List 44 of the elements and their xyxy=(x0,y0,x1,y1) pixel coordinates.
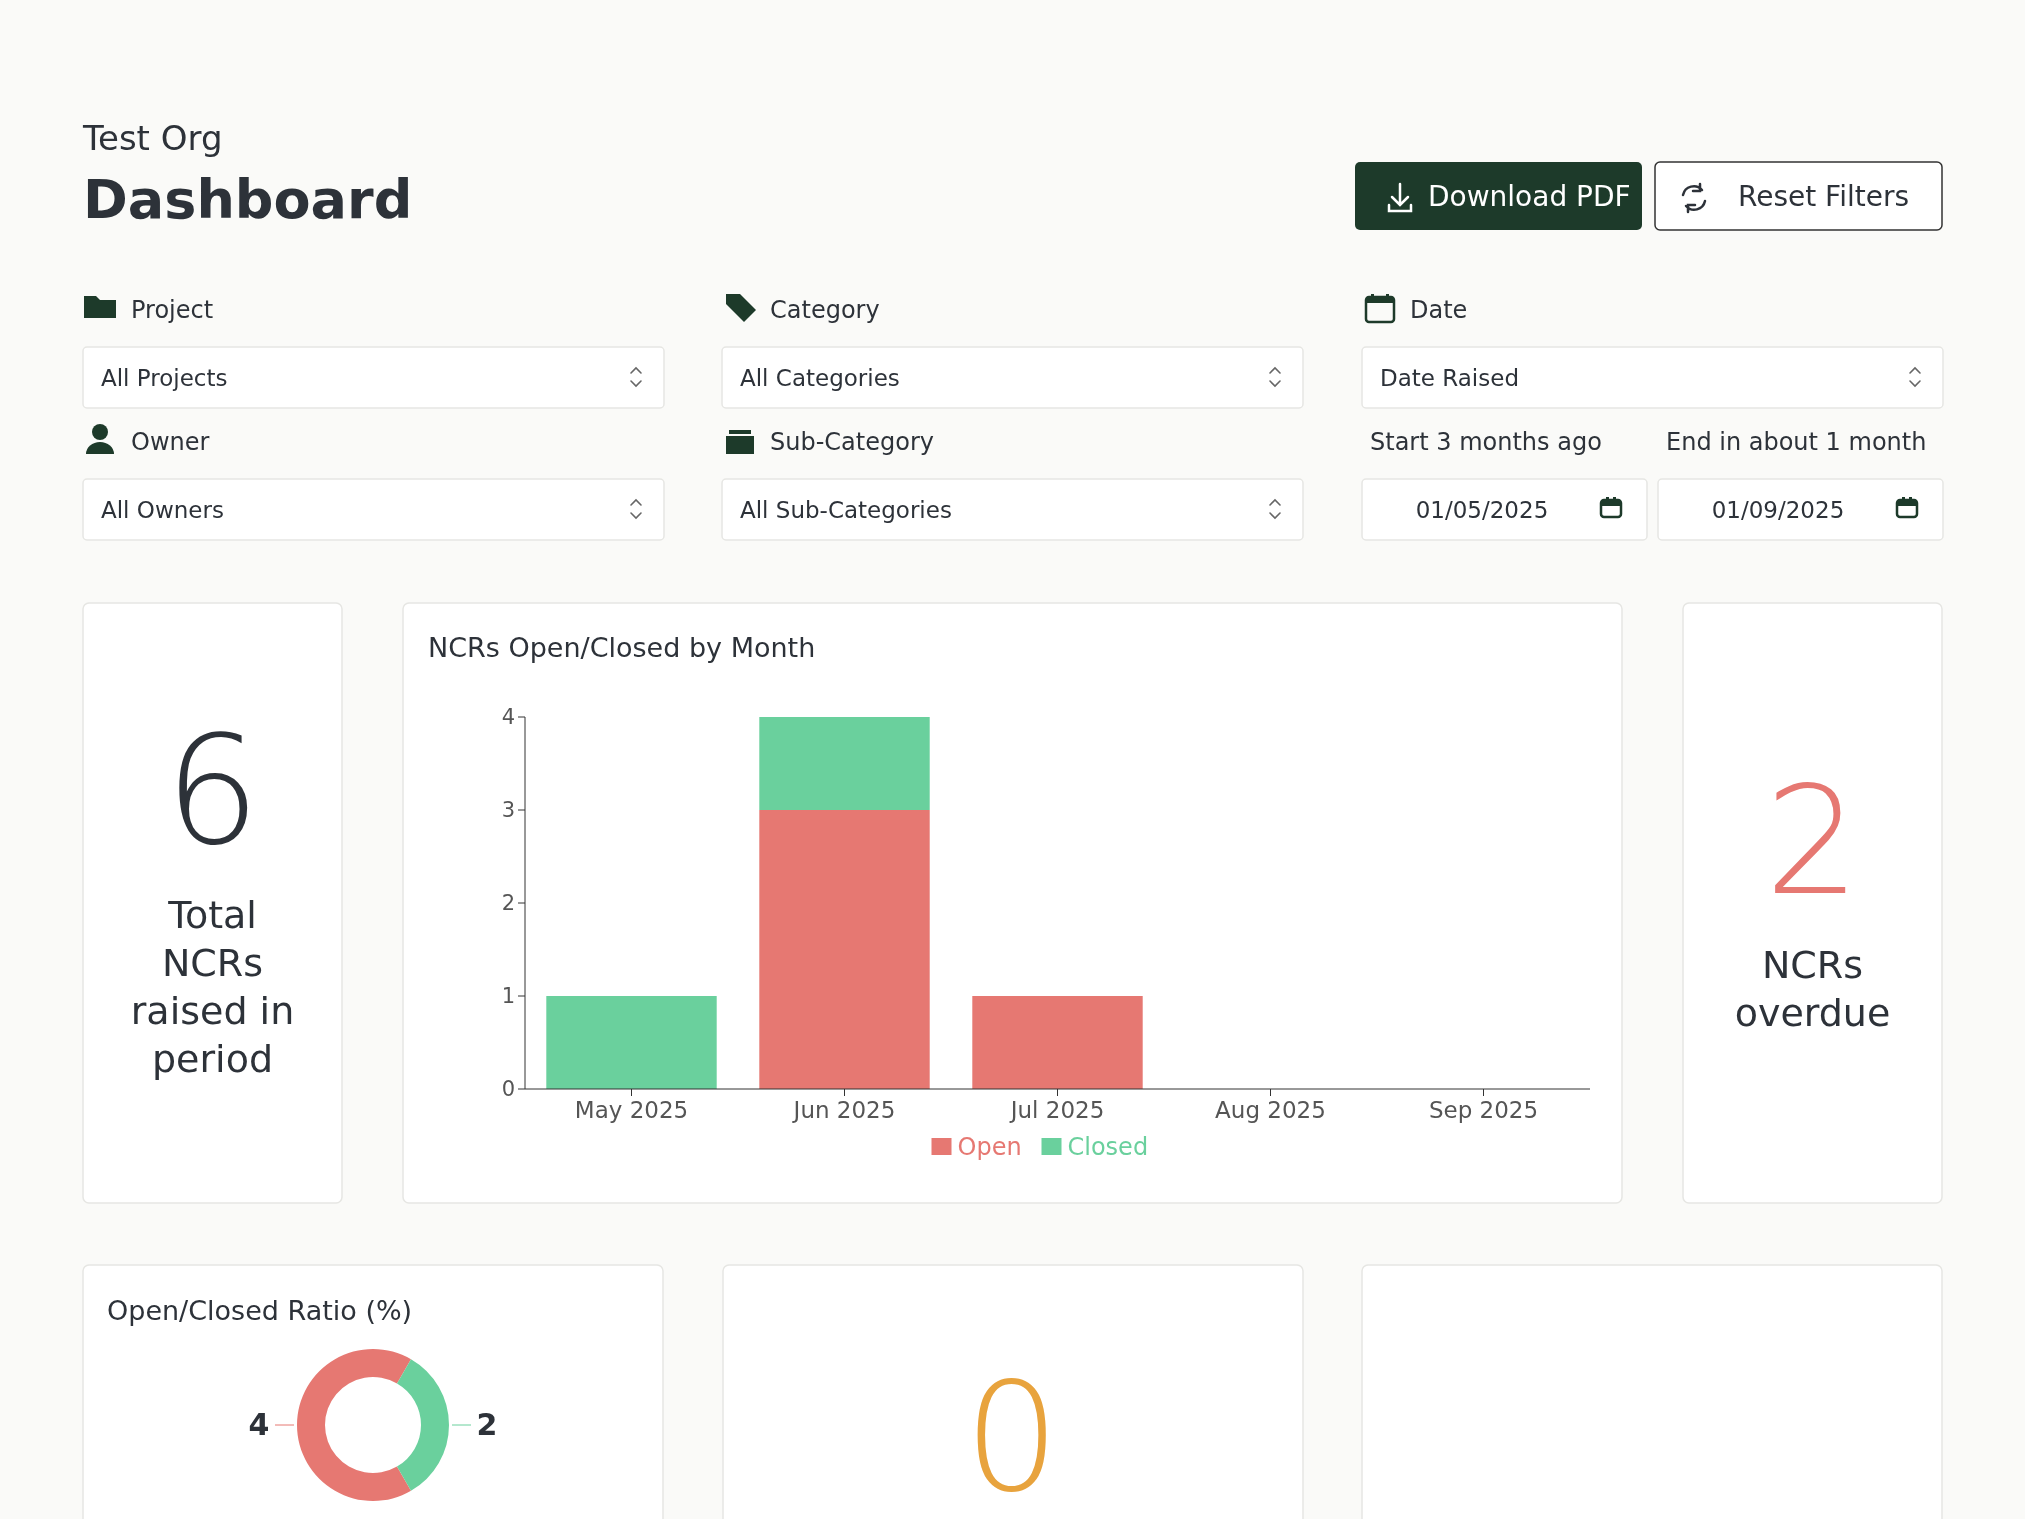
text: NCRs overdue xyxy=(1734,943,1891,1035)
bar xyxy=(759,717,930,810)
text: 01/05/2025 xyxy=(1415,497,1549,523)
x-tick-label: Aug 2025 xyxy=(1215,1097,1326,1123)
data-label: 4 xyxy=(248,1407,270,1442)
bar xyxy=(759,810,930,1089)
legend-label: Closed xyxy=(1067,1133,1149,1161)
text: Project xyxy=(131,296,214,324)
donut-slice xyxy=(297,1349,411,1501)
text: Owner xyxy=(131,428,210,456)
text: 01/09/2025 xyxy=(1711,497,1845,523)
y-tick-label: 3 xyxy=(501,798,515,822)
donut-slice xyxy=(397,1359,449,1491)
chart-title: NCRs Open/Closed by Month xyxy=(428,632,816,663)
x-tick-label: Jun 2025 xyxy=(791,1097,896,1123)
bar xyxy=(546,996,717,1089)
x-tick-label: Jul 2025 xyxy=(1008,1097,1105,1123)
text: Start 3 months ago xyxy=(1370,428,1602,456)
text: Category xyxy=(770,296,880,324)
y-tick-label: 2 xyxy=(501,891,515,915)
text: Test Org xyxy=(82,118,223,158)
text: Download PDF xyxy=(1428,180,1631,213)
text: Reset Filters xyxy=(1738,180,1910,213)
x-tick-label: Sep 2025 xyxy=(1428,1097,1539,1123)
text: Total NCRs raised in period xyxy=(130,893,295,1081)
text: 6 xyxy=(164,704,261,878)
y-tick-label: 0 xyxy=(501,1077,515,1101)
text: Date Raised xyxy=(1380,365,1519,391)
x-tick-label: May 2025 xyxy=(574,1097,689,1123)
text: All Sub-Categories xyxy=(740,497,952,523)
y-tick-label: 4 xyxy=(501,705,515,729)
bar xyxy=(972,996,1143,1089)
legend-label: Open xyxy=(957,1133,1022,1161)
text: All Owners xyxy=(101,497,224,523)
text: 0 xyxy=(964,1351,1060,1519)
text: All Projects xyxy=(101,365,228,391)
chart-title: Open/Closed Ratio (%) xyxy=(107,1295,413,1326)
text: Sub-Category xyxy=(770,428,934,456)
text: Date xyxy=(1410,296,1468,324)
text: End in about 1 month xyxy=(1666,428,1927,456)
text: Dashboard xyxy=(83,168,413,231)
y-tick-label: 1 xyxy=(501,984,515,1008)
text: 2 xyxy=(1764,754,1861,928)
text: All Categories xyxy=(740,365,900,391)
